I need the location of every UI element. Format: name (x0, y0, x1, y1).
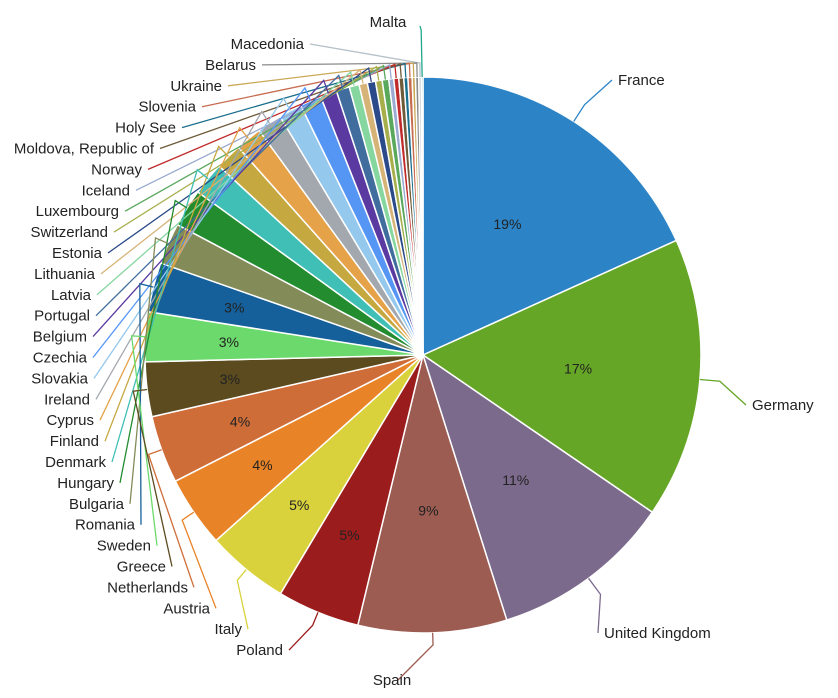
leader-line-ukraine (227, 62, 415, 87)
label-portugal: Portugal (34, 308, 90, 325)
leader-line-belarus (261, 62, 418, 78)
label-denmark: Denmark (45, 454, 106, 471)
leader-line-holy-see (181, 62, 407, 129)
label-belgium: Belgium (33, 329, 87, 346)
slice-spain[interactable] (356, 352, 508, 634)
slice-germany[interactable] (421, 239, 702, 514)
leader-line-greece (132, 388, 173, 567)
leader-line-czechia (92, 86, 312, 358)
leader-line-italy (236, 569, 249, 630)
leader-line-netherlands (147, 449, 195, 588)
label-germany: Germany (752, 397, 814, 414)
leader-line-cyprus (99, 126, 249, 421)
leader-line-luxembourg (124, 64, 387, 212)
label-sweden: Sweden (97, 538, 151, 555)
label-greece: Greece (117, 559, 166, 576)
label-belarus: Belarus (205, 57, 256, 74)
label-finland: Finland (50, 433, 99, 450)
label-romania: Romania (75, 517, 136, 534)
label-czechia: Czechia (33, 350, 88, 367)
label-latvia: Latvia (51, 287, 92, 304)
label-italy: Italy (214, 621, 242, 638)
leader-line-belgium (92, 79, 330, 338)
label-austria: Austria (163, 600, 210, 617)
label-ukraine: Ukraine (170, 78, 222, 95)
leader-line-united-kingdom (588, 577, 602, 634)
leader-line-portugal (95, 74, 344, 317)
leader-line-france (573, 79, 613, 122)
label-iceland: Iceland (82, 182, 130, 199)
leader-line-spain (397, 632, 434, 681)
percent-label-austria: 4% (252, 457, 272, 473)
percent-label-france: 19% (493, 216, 521, 232)
label-estonia: Estonia (52, 245, 103, 262)
label-hungary: Hungary (57, 475, 114, 492)
leader-line-estonia (107, 66, 372, 254)
leader-line-finland (104, 145, 229, 442)
leader-line-malta (419, 25, 423, 78)
leader-line-switzerland (113, 65, 380, 233)
label-moldova-republic-of: Moldova, Republic of (14, 141, 155, 158)
leader-line-ireland (95, 110, 270, 400)
slice-labels: France Germany United Kingdom Spain Malta Mac… (14, 14, 814, 689)
label-slovenia: Slovenia (138, 99, 196, 116)
label-malta: Malta (370, 14, 407, 31)
label-switzerland: Switzerland (30, 224, 108, 241)
label-holy-see: Holy See (115, 120, 176, 137)
label-slovakia: Slovakia (31, 370, 88, 387)
leader-line-austria (181, 511, 217, 609)
label-poland: Poland (236, 642, 283, 659)
slice-malta[interactable] (420, 76, 424, 356)
label-bulgaria: Bulgaria (69, 496, 125, 513)
leader-line-romania (139, 282, 154, 525)
label-macedonia: Macedonia (231, 36, 305, 53)
percent-label-sweden: 3% (219, 334, 239, 350)
leader-line-norway (147, 63, 397, 170)
leader-line-germany (699, 378, 747, 406)
percent-label-romania: 3% (224, 299, 244, 315)
label-france: France (618, 72, 665, 89)
label-united-kingdom: United Kingdom (604, 625, 711, 642)
percent-label-netherlands: 4% (230, 413, 250, 429)
percent-labels: 19% 17% 11% 9% 5% 5% 4% 4% 3% 3% 3% (219, 216, 592, 543)
label-spain: Spain (373, 672, 411, 689)
leader-line-sweden (130, 335, 158, 546)
leader-line-macedonia (309, 43, 421, 78)
percent-label-poland: 5% (339, 527, 359, 543)
percent-label-greece: 3% (220, 371, 240, 387)
label-netherlands: Netherlands (107, 579, 188, 596)
percent-label-italy: 5% (289, 497, 309, 513)
leader-lines (92, 25, 747, 681)
slice-france[interactable] (422, 76, 678, 357)
label-cyprus: Cyprus (46, 412, 94, 429)
leader-line-poland (288, 612, 319, 651)
percent-label-united-kingdom: 11% (502, 472, 529, 488)
label-lithuania: Lithuania (34, 266, 96, 283)
percent-label-spain: 9% (418, 503, 438, 519)
leader-line-latvia (96, 70, 355, 296)
label-ireland: Ireland (44, 391, 90, 408)
label-luxembourg: Luxembourg (36, 203, 119, 220)
pie-slices (144, 76, 702, 634)
leader-line-slovenia (201, 62, 411, 108)
label-norway: Norway (91, 161, 142, 178)
leader-line-slovakia (93, 97, 291, 379)
percent-label-germany: 17% (564, 361, 592, 377)
leader-line-moldova-republic-of (159, 63, 402, 150)
